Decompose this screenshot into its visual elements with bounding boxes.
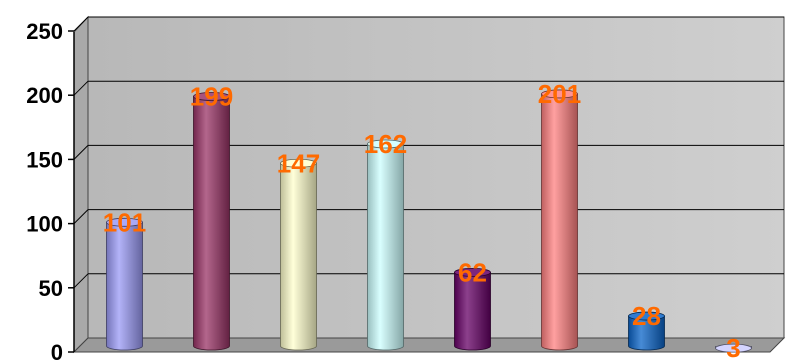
- y-tick-label: 100: [26, 212, 63, 237]
- bar-top: [367, 139, 404, 149]
- gridline-diagonal: [73, 16, 89, 32]
- side-wall: [73, 15, 89, 354]
- bar-top: [541, 89, 578, 99]
- data-label: 101: [103, 207, 146, 237]
- bar-body: [280, 162, 317, 351]
- bar: [715, 343, 752, 353]
- bar-body: [193, 96, 230, 351]
- y-tick-label: 150: [26, 147, 63, 172]
- bar: [280, 158, 317, 351]
- y-tick-label: 0: [51, 340, 63, 360]
- bar-top: [628, 311, 665, 321]
- bar: [628, 311, 665, 351]
- bar-top: [454, 267, 491, 277]
- bar: [454, 267, 491, 351]
- bars: [106, 89, 752, 353]
- bar: [541, 89, 578, 351]
- data-label: 201: [538, 79, 581, 109]
- bar-top: [106, 217, 143, 227]
- y-axis-ticks: 0 50 100 150 200 250: [26, 19, 74, 360]
- data-labels: 101 199 147 162 62 201 28 3: [103, 79, 741, 360]
- bar-body: [541, 93, 578, 351]
- gridline-diagonal: [73, 80, 89, 96]
- floor: [72, 337, 786, 353]
- gridline-diagonal: [73, 145, 89, 160]
- data-label: 147: [277, 148, 320, 178]
- y-tick-label: 50: [39, 276, 63, 301]
- data-label: 3: [726, 333, 740, 360]
- bar-top: [193, 92, 230, 101]
- gridline-diagonal: [73, 273, 89, 289]
- bar-body: [367, 143, 404, 351]
- plot-background: [87, 16, 785, 339]
- bar-body: [628, 315, 665, 351]
- bar: [367, 139, 404, 351]
- data-label: 162: [364, 129, 407, 159]
- y-tick-label: 200: [26, 83, 63, 108]
- data-label: 62: [458, 257, 487, 287]
- data-label: 199: [190, 81, 233, 111]
- bar-body: [454, 271, 491, 351]
- bar-top: [715, 343, 752, 353]
- gridline-diagonal: [73, 209, 89, 224]
- y-tick-label: 250: [26, 19, 63, 44]
- bar: [106, 217, 143, 351]
- bar: [193, 92, 230, 351]
- data-label: 28: [632, 301, 661, 331]
- bar-body: [106, 221, 143, 351]
- bar-top: [280, 158, 317, 168]
